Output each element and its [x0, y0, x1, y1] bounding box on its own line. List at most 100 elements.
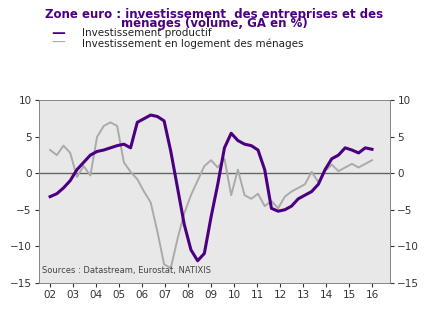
Investissement en logement des ménages — [316, 180, 321, 184]
Investissement productif — [88, 153, 93, 157]
Investissement productif — [61, 186, 66, 190]
Investissement en logement des ménages — [309, 170, 314, 174]
Line: Investissement en logement des ménages: Investissement en logement des ménages — [50, 122, 372, 268]
Text: —: — — [51, 26, 65, 40]
Investissement en logement des ménages — [356, 165, 361, 169]
Investissement en logement des ménages — [296, 186, 301, 190]
Investissement en logement des ménages — [168, 266, 173, 270]
Investissement productif — [195, 259, 200, 263]
Text: Zone euro : investissement  des entreprises et des: Zone euro : investissement des entrepris… — [45, 8, 384, 21]
Investissement productif — [255, 148, 260, 152]
Investissement en logement des ménages — [289, 190, 294, 193]
Investissement productif — [302, 193, 308, 197]
Investissement en logement des ménages — [369, 158, 375, 162]
Investissement en logement des ménages — [343, 165, 348, 169]
Investissement en logement des ménages — [108, 121, 113, 124]
Investissement en logement des ménages — [323, 169, 328, 173]
Investissement en logement des ménages — [74, 175, 79, 179]
Text: Sources : Datastream, Eurostat, NATIXIS: Sources : Datastream, Eurostat, NATIXIS — [42, 266, 211, 275]
Investissement en logement des ménages — [255, 192, 260, 196]
Investissement productif — [249, 144, 254, 148]
Text: —: — — [51, 36, 65, 50]
Investissement productif — [242, 142, 247, 146]
Investissement en logement des ménages — [222, 157, 227, 161]
Investissement productif — [369, 147, 375, 151]
Investissement productif — [215, 182, 221, 186]
Investissement en logement des ménages — [262, 204, 267, 208]
Investissement en logement des ménages — [202, 164, 207, 168]
Investissement en logement des ménages — [195, 179, 200, 182]
Investissement productif — [275, 209, 281, 213]
Investissement en logement des ménages — [275, 206, 281, 210]
Investissement en logement des ménages — [155, 230, 160, 234]
Investissement productif — [101, 148, 106, 152]
Investissement en logement des ménages — [336, 169, 341, 173]
Investissement productif — [74, 168, 79, 171]
Investissement productif — [148, 113, 153, 117]
Investissement productif — [296, 197, 301, 201]
Investissement en logement des ménages — [229, 193, 234, 197]
Investissement productif — [262, 168, 267, 171]
Investissement en logement des ménages — [48, 148, 53, 152]
Investissement en logement des ménages — [81, 164, 86, 168]
Investissement productif — [329, 157, 334, 161]
Investissement productif — [323, 168, 328, 171]
Text: ménages (volume, GA en %): ménages (volume, GA en %) — [121, 17, 308, 30]
Investissement productif — [208, 215, 214, 219]
Investissement productif — [188, 248, 193, 252]
Investissement productif — [235, 139, 240, 143]
Investissement en logement des ménages — [121, 160, 127, 164]
Investissement productif — [222, 146, 227, 150]
Investissement en logement des ménages — [128, 170, 133, 174]
Investissement productif — [282, 208, 287, 212]
Investissement productif — [94, 149, 100, 153]
Investissement en logement des ménages — [68, 151, 73, 155]
Investissement productif — [162, 119, 167, 123]
Investissement en logement des ménages — [148, 201, 153, 204]
Investissement productif — [356, 151, 361, 155]
Investissement en logement des ménages — [115, 124, 120, 128]
Investissement productif — [48, 195, 53, 198]
Investissement en logement des ménages — [135, 177, 140, 181]
Investissement en logement des ménages — [88, 174, 93, 177]
Investissement productif — [81, 160, 86, 164]
Investissement productif — [135, 121, 140, 124]
Investissement en logement des ménages — [142, 190, 147, 193]
Line: Investissement productif: Investissement productif — [50, 115, 372, 261]
Investissement en logement des ménages — [249, 197, 254, 201]
Investissement productif — [121, 142, 127, 146]
Text: Investissement productif: Investissement productif — [82, 28, 211, 38]
Investissement productif — [336, 153, 341, 157]
Investissement en logement des ménages — [235, 168, 240, 171]
Investissement productif — [168, 149, 173, 153]
Investissement productif — [128, 146, 133, 150]
Investissement en logement des ménages — [215, 165, 221, 169]
Investissement en logement des ménages — [188, 193, 193, 197]
Investissement productif — [54, 192, 59, 196]
Investissement en logement des ménages — [363, 162, 368, 166]
Investissement productif — [289, 204, 294, 208]
Investissement en logement des ménages — [61, 144, 66, 148]
Investissement en logement des ménages — [208, 158, 214, 162]
Investissement en logement des ménages — [242, 193, 247, 197]
Investissement en logement des ménages — [162, 263, 167, 266]
Investissement productif — [316, 182, 321, 186]
Investissement productif — [349, 148, 354, 152]
Investissement productif — [343, 146, 348, 150]
Investissement en logement des ménages — [94, 135, 100, 139]
Investissement en logement des ménages — [54, 153, 59, 157]
Investissement productif — [115, 144, 120, 148]
Investissement en logement des ménages — [282, 195, 287, 198]
Investissement productif — [229, 131, 234, 135]
Investissement en logement des ménages — [329, 163, 334, 166]
Investissement en logement des ménages — [302, 182, 308, 186]
Investissement en logement des ménages — [101, 124, 106, 128]
Investissement productif — [202, 252, 207, 255]
Investissement productif — [269, 206, 274, 210]
Investissement productif — [175, 186, 180, 190]
Investissement productif — [142, 117, 147, 121]
Investissement productif — [181, 222, 187, 226]
Investissement productif — [363, 146, 368, 150]
Investissement productif — [155, 115, 160, 118]
Investissement en logement des ménages — [349, 162, 354, 166]
